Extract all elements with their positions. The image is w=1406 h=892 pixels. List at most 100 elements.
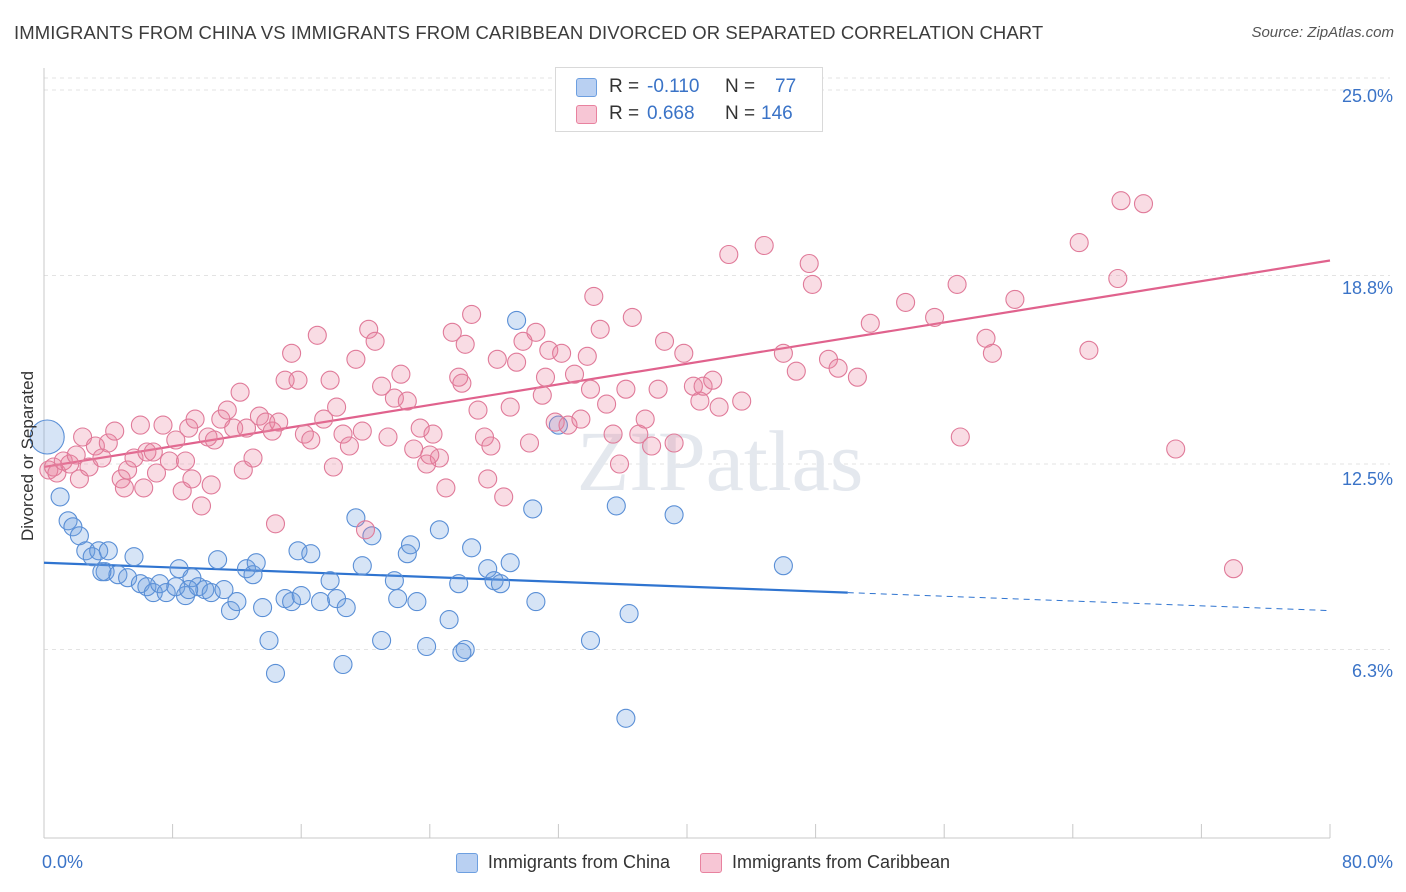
point-caribbean <box>545 412 565 432</box>
point-china <box>439 610 459 630</box>
point-caribbean <box>860 313 880 333</box>
point-caribbean <box>397 391 417 411</box>
point-caribbean <box>217 400 237 420</box>
point-caribbean <box>182 469 202 489</box>
point-caribbean <box>355 520 376 540</box>
series-legend-item-china: Immigrants from China <box>455 852 670 873</box>
point-caribbean <box>307 325 327 345</box>
point-caribbean <box>500 397 520 417</box>
point-caribbean <box>532 385 552 405</box>
watermark: ZIPatlas <box>577 413 864 509</box>
point-caribbean <box>114 478 134 498</box>
point-caribbean <box>404 439 424 459</box>
point-caribbean <box>301 430 321 450</box>
point-china <box>310 592 331 612</box>
point-caribbean <box>468 400 488 420</box>
point-caribbean <box>282 343 302 363</box>
legend-r-value: -0.110 <box>647 76 700 97</box>
point-caribbean <box>230 382 250 402</box>
point-caribbean <box>539 340 559 360</box>
x-tick-label-min: 0.0% <box>42 852 84 872</box>
point-caribbean <box>420 445 440 465</box>
point-caribbean <box>1069 233 1089 253</box>
point-caribbean <box>1133 194 1154 214</box>
point-caribbean <box>709 397 729 417</box>
point-china <box>449 574 469 594</box>
point-caribbean <box>436 478 456 498</box>
point-caribbean <box>105 421 125 441</box>
point-china <box>462 538 482 558</box>
trend-line-china <box>43 561 848 594</box>
point-caribbean <box>635 409 655 429</box>
legend-row-caribbean: R = 0.668 N = 146 <box>576 101 793 127</box>
point-china <box>507 310 527 330</box>
series-legend-label: Immigrants from China <box>487 852 670 872</box>
point-china <box>616 708 636 728</box>
point-caribbean <box>314 409 334 429</box>
point-caribbean <box>159 451 179 471</box>
point-china <box>400 535 421 555</box>
legend-row-china: R = -0.110 N = 77 <box>576 74 796 100</box>
point-china <box>580 630 601 651</box>
point-caribbean <box>847 367 867 387</box>
point-caribbean <box>365 331 385 351</box>
point-china <box>243 565 263 585</box>
x-tick-label-max: 80.0% <box>1341 852 1393 872</box>
point-china <box>98 541 118 561</box>
point-caribbean <box>481 436 501 456</box>
stats-legend: R = -0.110 N = 77 R = 0.668 N = 146 <box>555 67 823 132</box>
point-caribbean <box>584 286 604 306</box>
point-caribbean <box>773 343 793 363</box>
point-caribbean <box>603 424 623 444</box>
point-caribbean <box>66 445 86 465</box>
point-caribbean <box>204 430 224 450</box>
point-china <box>179 580 199 600</box>
point-caribbean <box>622 307 642 327</box>
legend-r-label: R = <box>609 103 640 124</box>
legend-n-label: N = <box>725 76 756 97</box>
point-china <box>429 520 449 540</box>
point-caribbean <box>452 373 472 393</box>
point-caribbean <box>449 367 469 387</box>
point-caribbean <box>590 319 610 339</box>
point-caribbean <box>577 346 597 366</box>
point-caribbean <box>378 427 398 447</box>
point-caribbean <box>134 478 154 498</box>
point-caribbean <box>535 367 556 387</box>
point-caribbean <box>947 274 967 294</box>
point-china <box>156 583 176 603</box>
point-china <box>606 496 626 516</box>
point-caribbean <box>333 424 353 444</box>
y-axis-label: Divorced or Separated <box>18 370 37 542</box>
point-caribbean <box>44 457 64 477</box>
legend-n-value: 77 <box>775 76 797 97</box>
point-caribbean <box>642 436 662 456</box>
point-caribbean <box>1166 439 1186 459</box>
series-legend: Immigrants from China Immigrants from Ca… <box>0 852 1406 873</box>
point-caribbean <box>654 331 675 351</box>
point-caribbean <box>69 469 89 489</box>
point-caribbean <box>339 436 359 456</box>
point-caribbean <box>690 391 710 411</box>
y-tick-label: 18.8% <box>1341 278 1393 298</box>
point-china <box>50 487 70 507</box>
point-china <box>490 574 511 594</box>
point-caribbean <box>799 253 819 274</box>
point-china <box>201 583 221 603</box>
point-caribbean <box>201 475 221 495</box>
point-china <box>664 505 684 525</box>
chart-title: IMMIGRANTS FROM CHINA VS IMMIGRANTS FROM… <box>14 22 1044 43</box>
point-caribbean <box>391 364 411 384</box>
point-caribbean <box>410 418 430 438</box>
point-caribbean <box>693 376 713 396</box>
point-china <box>288 541 308 561</box>
series-legend-swatch-china <box>455 852 478 873</box>
point-china <box>500 553 520 573</box>
point-china <box>214 580 234 600</box>
point-caribbean <box>648 379 668 399</box>
point-caribbean <box>323 457 343 477</box>
point-caribbean <box>236 418 257 438</box>
point-china <box>320 571 340 591</box>
point-caribbean <box>288 370 308 390</box>
point-china <box>417 636 437 657</box>
